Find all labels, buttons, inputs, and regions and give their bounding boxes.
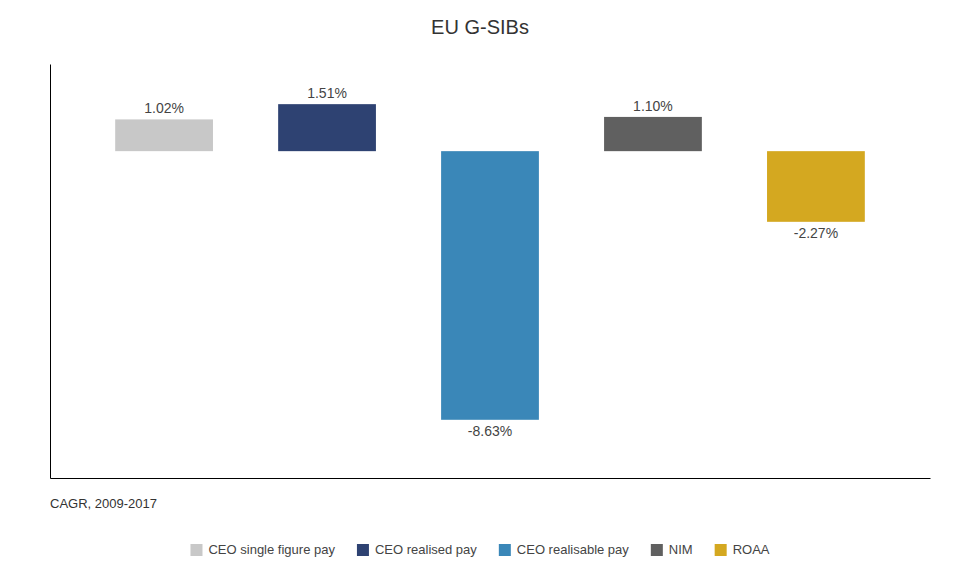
x-label: CAGR, 2009-2017 xyxy=(50,496,157,511)
legend-item: ROAA xyxy=(715,542,770,557)
data-label: 1.10% xyxy=(633,98,673,114)
legend-item: NIM xyxy=(651,542,693,557)
y-axis-line xyxy=(50,65,51,479)
data-label: -8.63% xyxy=(468,423,512,439)
legend: CEO single figure pay CEO realised pay CEO… xyxy=(190,542,769,557)
data-labels: 1.02% 1.51% -8.63% 1.10% -2.27% xyxy=(144,85,838,439)
bar xyxy=(115,119,213,151)
bar xyxy=(441,151,539,420)
bar xyxy=(278,104,376,151)
legend-swatch xyxy=(651,544,663,556)
x-axis-line xyxy=(51,478,931,479)
bar xyxy=(604,117,702,151)
plot: 1.02% 1.51% -8.63% 1.10% -2.27% xyxy=(51,65,931,479)
bars xyxy=(115,104,865,420)
legend-swatch xyxy=(190,544,202,556)
data-label: 1.51% xyxy=(307,85,347,101)
chart: 1.02% 1.51% -8.63% 1.10% -2.27% EU G-SIBs CAGR… xyxy=(0,0,960,578)
legend-label: ROAA xyxy=(733,542,770,557)
y-axis xyxy=(50,65,51,479)
bar xyxy=(767,151,865,222)
data-label: 1.02% xyxy=(144,100,184,116)
legend-label: CEO realised pay xyxy=(375,542,477,557)
legend-swatch xyxy=(357,544,369,556)
title: EU G-SIBs xyxy=(431,16,529,38)
legend-swatch xyxy=(499,544,511,556)
legend-item: CEO realisable pay xyxy=(499,542,629,557)
legend-label: NIM xyxy=(669,542,693,557)
x-axis xyxy=(51,478,931,479)
legend-swatch xyxy=(715,544,727,556)
legend-item: CEO single figure pay xyxy=(190,542,335,557)
legend-item: CEO realised pay xyxy=(357,542,477,557)
data-label: -2.27% xyxy=(794,225,838,241)
legend-label: CEO realisable pay xyxy=(517,542,629,557)
legend-label: CEO single figure pay xyxy=(208,542,335,557)
